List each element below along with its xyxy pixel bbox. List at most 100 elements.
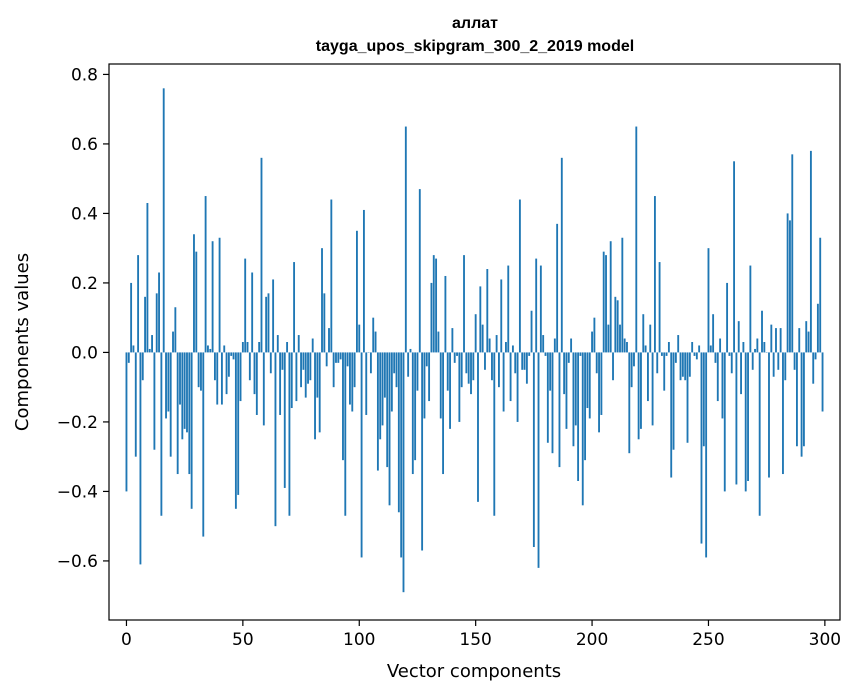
bar-296: [814, 352, 817, 360]
bar-297: [816, 303, 819, 353]
bar-232: [665, 352, 668, 356]
bar-284: [786, 213, 789, 353]
y-tick-label: 0.2: [71, 274, 98, 294]
bar-119: [402, 352, 405, 593]
bar-134: [437, 331, 440, 353]
bar-110: [381, 352, 384, 426]
bar-211: [616, 300, 619, 353]
bar-97: [351, 352, 354, 412]
bar-252: [712, 314, 715, 353]
bar-251: [709, 345, 712, 353]
bar-209: [612, 352, 614, 381]
bar-225: [649, 324, 652, 353]
bar-107: [374, 331, 377, 353]
bar-204: [600, 352, 603, 415]
bar-27: [188, 352, 191, 475]
bar-series: [125, 88, 824, 593]
bar-235: [672, 352, 675, 450]
y-tick-label: 0.8: [71, 65, 98, 85]
bar-91: [337, 352, 340, 363]
bar-253: [714, 352, 717, 363]
bar-29: [193, 234, 195, 353]
bar-250: [707, 248, 710, 353]
bar-129: [425, 352, 428, 367]
bar-154: [484, 352, 486, 370]
bar-187: [560, 157, 563, 353]
bar-22: [176, 352, 179, 475]
bar-133: [435, 258, 438, 353]
bar-76: [302, 352, 305, 370]
bar-126: [418, 189, 421, 353]
bar-153: [481, 324, 484, 353]
bar-36: [209, 348, 212, 353]
bar-241: [686, 352, 689, 443]
bar-19: [169, 352, 172, 457]
bar-177: [537, 352, 540, 568]
bar-206: [605, 255, 607, 353]
bar-258: [726, 282, 729, 353]
bar-246: [698, 345, 701, 353]
bar-191: [570, 338, 573, 353]
bar-175: [532, 352, 535, 548]
bar-95: [346, 352, 349, 367]
bar-90: [335, 352, 337, 363]
bar-70: [288, 352, 291, 516]
bar-194: [577, 352, 580, 481]
bar-168: [516, 352, 519, 422]
bar-213: [621, 237, 624, 353]
bar-227: [653, 196, 656, 353]
bar-260: [730, 352, 733, 374]
bar-28: [190, 352, 193, 509]
bar-277: [770, 324, 773, 353]
bar-128: [423, 352, 426, 419]
bar-205: [602, 251, 605, 353]
bar-140: [451, 328, 454, 353]
bar-278: [772, 352, 775, 377]
bar-8: [144, 296, 147, 353]
bar-67: [281, 352, 284, 370]
bar-37: [211, 241, 214, 353]
bar-93: [342, 352, 344, 461]
bar-21: [174, 307, 177, 353]
bar-135: [439, 352, 442, 419]
bar-118: [400, 352, 403, 558]
bar-89: [332, 352, 335, 388]
bar-38: [213, 352, 216, 381]
bar-9: [146, 203, 149, 353]
bar-257: [723, 352, 726, 492]
bar-39: [216, 352, 219, 405]
bar-2: [130, 282, 133, 353]
bar-54: [251, 272, 254, 353]
bar-137: [444, 275, 447, 353]
y-tick-label: −0.4: [57, 482, 98, 502]
bar-55: [253, 352, 256, 395]
bar-65: [276, 335, 279, 353]
x-tick-label: 200: [576, 630, 608, 650]
bar-147: [467, 352, 470, 384]
chart-subtitle: tayga_upos_skipgram_300_2_2019 model: [316, 38, 634, 55]
bar-207: [607, 324, 610, 353]
x-tick-label: 150: [459, 630, 491, 650]
bar-264: [740, 352, 742, 395]
bar-103: [365, 352, 368, 415]
bar-218: [633, 352, 635, 367]
bar-69: [286, 342, 289, 353]
bar-184: [553, 338, 556, 353]
bar-234: [670, 352, 673, 478]
bar-35: [207, 345, 209, 353]
bar-224: [647, 352, 649, 402]
bar-242: [688, 352, 691, 377]
bar-64: [274, 352, 277, 527]
x-tick-label: 0: [121, 630, 132, 650]
bar-244: [693, 352, 696, 356]
bar-210: [614, 296, 617, 353]
y-tick-label: 0.6: [71, 135, 98, 155]
bar-272: [758, 352, 761, 516]
bar-231: [663, 352, 666, 391]
bar-273: [761, 310, 763, 353]
bar-276: [768, 352, 770, 478]
bar-167: [514, 352, 517, 374]
bar-63: [272, 279, 275, 353]
bar-245: [695, 352, 698, 360]
bar-221: [640, 352, 642, 429]
